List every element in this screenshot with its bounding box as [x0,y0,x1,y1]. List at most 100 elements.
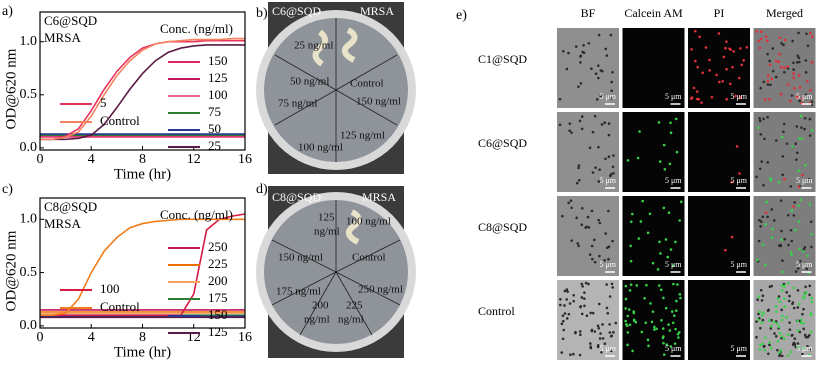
cell [774,75,778,79]
cell [769,327,773,330]
cell [759,86,763,90]
cell [629,220,633,224]
cell [612,331,615,334]
cell [808,334,811,337]
cell [584,281,588,285]
x-tick-label: 8 [139,330,146,345]
cell [786,67,790,70]
cell [770,77,774,81]
cell [789,99,792,103]
cell [761,342,764,346]
cell [581,285,584,288]
cell [593,114,597,118]
cell [766,115,769,119]
cell [660,318,663,322]
cell [731,65,734,69]
cell [730,235,734,239]
cell [637,237,641,240]
panel-label: e) [456,8,467,23]
cell [675,299,678,303]
cell [776,348,779,352]
cell [792,306,796,310]
cell [669,131,673,135]
cell [612,154,615,157]
cell [801,312,804,316]
cell [779,348,783,352]
cell [783,337,786,341]
cell [777,60,781,64]
cell [768,319,771,322]
cell [763,348,766,352]
cell [755,320,758,323]
cell [772,219,776,222]
cell [674,117,678,121]
cell [792,214,796,217]
cell [587,41,591,45]
micrograph [688,196,750,276]
cell [780,318,784,322]
cell [710,95,714,99]
cell [780,308,784,312]
cell [609,349,613,353]
cell [801,346,805,350]
cell [578,119,582,123]
cell [663,167,667,171]
legend-title: Conc. (ng/ml) [160,21,233,36]
scale-bar-label: 5 μm [730,260,747,269]
x-tick-label: 12 [187,152,201,167]
cell [653,328,656,331]
cell [577,179,581,182]
cell [589,311,592,315]
cell [561,49,565,53]
annotation: MRSA [44,30,81,45]
cell [745,45,749,49]
panel-label: d) [256,182,268,197]
cell [566,290,569,293]
cell [772,320,776,324]
y-axis-label: OD@620 nm [3,48,19,129]
cell [634,320,638,324]
cell [761,318,765,322]
cell [764,263,767,267]
cell [591,171,595,174]
cell [786,333,790,337]
x-tick-label: 8 [139,152,146,167]
cell [568,129,571,132]
cell [761,215,765,219]
cell [807,178,811,181]
plate-label: ng/ml [314,226,340,238]
cell [770,324,773,328]
plate-label: C8@SQD [272,190,321,204]
plate-label: 100 ng/ml [298,142,343,154]
cell [724,248,727,252]
cell [759,30,763,34]
cell [694,59,697,63]
cell [626,343,629,347]
cell [676,332,680,336]
cell [765,200,768,204]
cell [565,298,568,301]
legend-label: 125 [208,324,228,339]
cell [758,218,761,222]
cell [739,47,742,50]
plate-label: Control [352,252,386,264]
cell [787,243,790,247]
cell [728,47,731,50]
scale-bar-label: 5 μm [665,344,682,353]
cell [666,255,670,259]
cell [575,216,578,220]
cell [626,159,630,162]
cell [810,232,813,236]
cell [690,96,694,99]
cell [579,82,583,85]
cell [606,311,610,315]
cell [659,288,663,292]
y-tick-label: 0.5 [20,265,38,280]
cell [804,59,808,62]
cell [579,333,582,337]
y-tick-label: 1.0 [20,212,38,227]
cell [792,205,795,208]
cell [722,55,726,59]
cell [662,296,665,300]
cell [674,327,677,331]
